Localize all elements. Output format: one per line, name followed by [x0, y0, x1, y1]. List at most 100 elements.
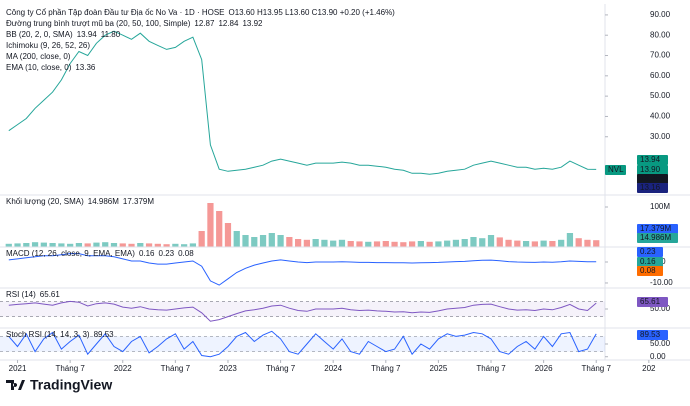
last-value-box: [637, 266, 663, 276]
band-fill: [0, 301, 605, 317]
x-tick-label: 2025: [430, 364, 448, 373]
ohlc: O13.60 H13.95 L13.60 C13.90 +0.20 (+1.46…: [229, 8, 396, 17]
volume-bar: [452, 239, 460, 247]
volume-bar: [303, 239, 310, 247]
volume-bar: [408, 241, 416, 247]
volume-bar: [522, 241, 530, 247]
legend-value: 13.92: [242, 19, 263, 28]
volume-bar: [128, 243, 135, 247]
volume-bar: [181, 244, 188, 247]
volume-bar: [575, 238, 582, 247]
x-tick-label: Tháng 7: [476, 364, 506, 373]
y-tick-label: 50.00: [650, 304, 671, 313]
last-value-box: [637, 165, 668, 175]
volume-bar: [400, 242, 407, 247]
volume-bar: [259, 235, 267, 247]
volume-bar: [347, 241, 354, 247]
last-value-label: 65.61: [640, 297, 661, 306]
volume-bar: [470, 237, 477, 247]
volume-bar: [549, 241, 556, 247]
y-tick-label: 50.00: [650, 339, 671, 348]
last-value-label: 13.16: [640, 183, 661, 192]
last-value-box: [637, 155, 668, 165]
x-tick-label: Tháng 7: [582, 364, 612, 373]
volume-bar: [84, 243, 91, 247]
volume-bar: [382, 241, 389, 247]
volume-bar: [330, 240, 337, 247]
last-value-box: [637, 224, 678, 234]
volume-bar: [417, 241, 424, 247]
tradingview-logo: [6, 380, 25, 390]
volume-bar: [593, 240, 600, 247]
volume-bar: [14, 243, 21, 247]
legend-value: 13.36: [75, 63, 96, 72]
last-value-label: 13.94: [640, 155, 661, 164]
volume-bar: [251, 237, 258, 247]
volume-bar: [496, 237, 503, 247]
last-value-box: [637, 247, 663, 257]
y-tick-label: 90.00: [650, 10, 671, 19]
volume-bar: [49, 243, 56, 247]
volume-bar: [373, 241, 381, 247]
volume-bar: [163, 244, 170, 247]
legend-value: 14.986M: [88, 197, 119, 206]
volume-bar: [356, 241, 363, 247]
series-line: [8, 30, 597, 175]
legend-label: Khối lượng (20, SMA): [6, 197, 84, 206]
volume-bar: [295, 239, 302, 247]
footer-brand: TradingView: [30, 377, 112, 393]
band-fill: [0, 336, 605, 352]
volume-bar: [444, 240, 451, 247]
chart-title: Công ty Cổ phần Tập đoàn Đầu tư Địa ốc N…: [6, 8, 225, 17]
volume-bar: [514, 240, 521, 247]
y-tick-label: 30.00: [650, 132, 671, 141]
last-value-label: NVL: [608, 165, 624, 174]
legend-label: Stoch RSI (14, 14, 3, 3): [6, 330, 90, 339]
legend-value: 17.379M: [123, 197, 154, 206]
last-value-box: [637, 257, 663, 267]
volume-bar: [312, 239, 319, 247]
x-tick-label: 2021: [9, 364, 27, 373]
volume-bar: [391, 241, 398, 247]
last-value-label: 14.986M: [640, 233, 671, 242]
volume-bar: [505, 239, 512, 247]
volume-bar: [487, 235, 495, 247]
y-tick-label: 50.00: [650, 91, 671, 100]
volume-bar: [207, 203, 214, 247]
x-tick-label: Tháng 7: [161, 364, 191, 373]
volume-bar: [5, 243, 12, 247]
volume-bar: [338, 239, 346, 247]
volume-bar: [540, 240, 547, 247]
series-line: [8, 253, 597, 286]
volume-bar: [67, 243, 74, 247]
legend-value: 11.80: [101, 30, 121, 39]
volume-bar: [242, 235, 249, 247]
volume-bar: [268, 233, 275, 247]
x-tick-label: 202: [642, 364, 656, 373]
volume-bar: [216, 211, 223, 247]
y-tick-label: 70.00: [650, 51, 671, 60]
last-value-box: [605, 165, 626, 175]
volume-bar: [461, 239, 468, 247]
volume-bar: [58, 243, 65, 247]
volume-bar: [479, 238, 486, 247]
volume-bar: [110, 243, 118, 247]
last-value-label: 17.379M: [640, 224, 671, 233]
x-tick-label: 2026: [535, 364, 553, 373]
logo-icon: [6, 380, 25, 390]
volume-bar: [154, 243, 161, 247]
legend-value: 0.23: [159, 249, 175, 258]
last-value-box: [637, 174, 668, 184]
y-tick-label: -10.00: [650, 278, 673, 287]
legend-label: BB (20, 2, 0, SMA): [6, 30, 73, 39]
last-value-label: 13.36: [640, 174, 661, 183]
series-line: [8, 330, 597, 358]
last-value-box: [637, 233, 678, 243]
series-line: [8, 300, 597, 322]
legend-value: 65.61: [40, 290, 61, 299]
x-tick-label: 2022: [114, 364, 132, 373]
legend-label: Ichimoku (9, 26, 52, 26): [6, 41, 90, 50]
x-tick-label: Tháng 7: [55, 364, 85, 373]
volume-bar: [365, 241, 372, 247]
